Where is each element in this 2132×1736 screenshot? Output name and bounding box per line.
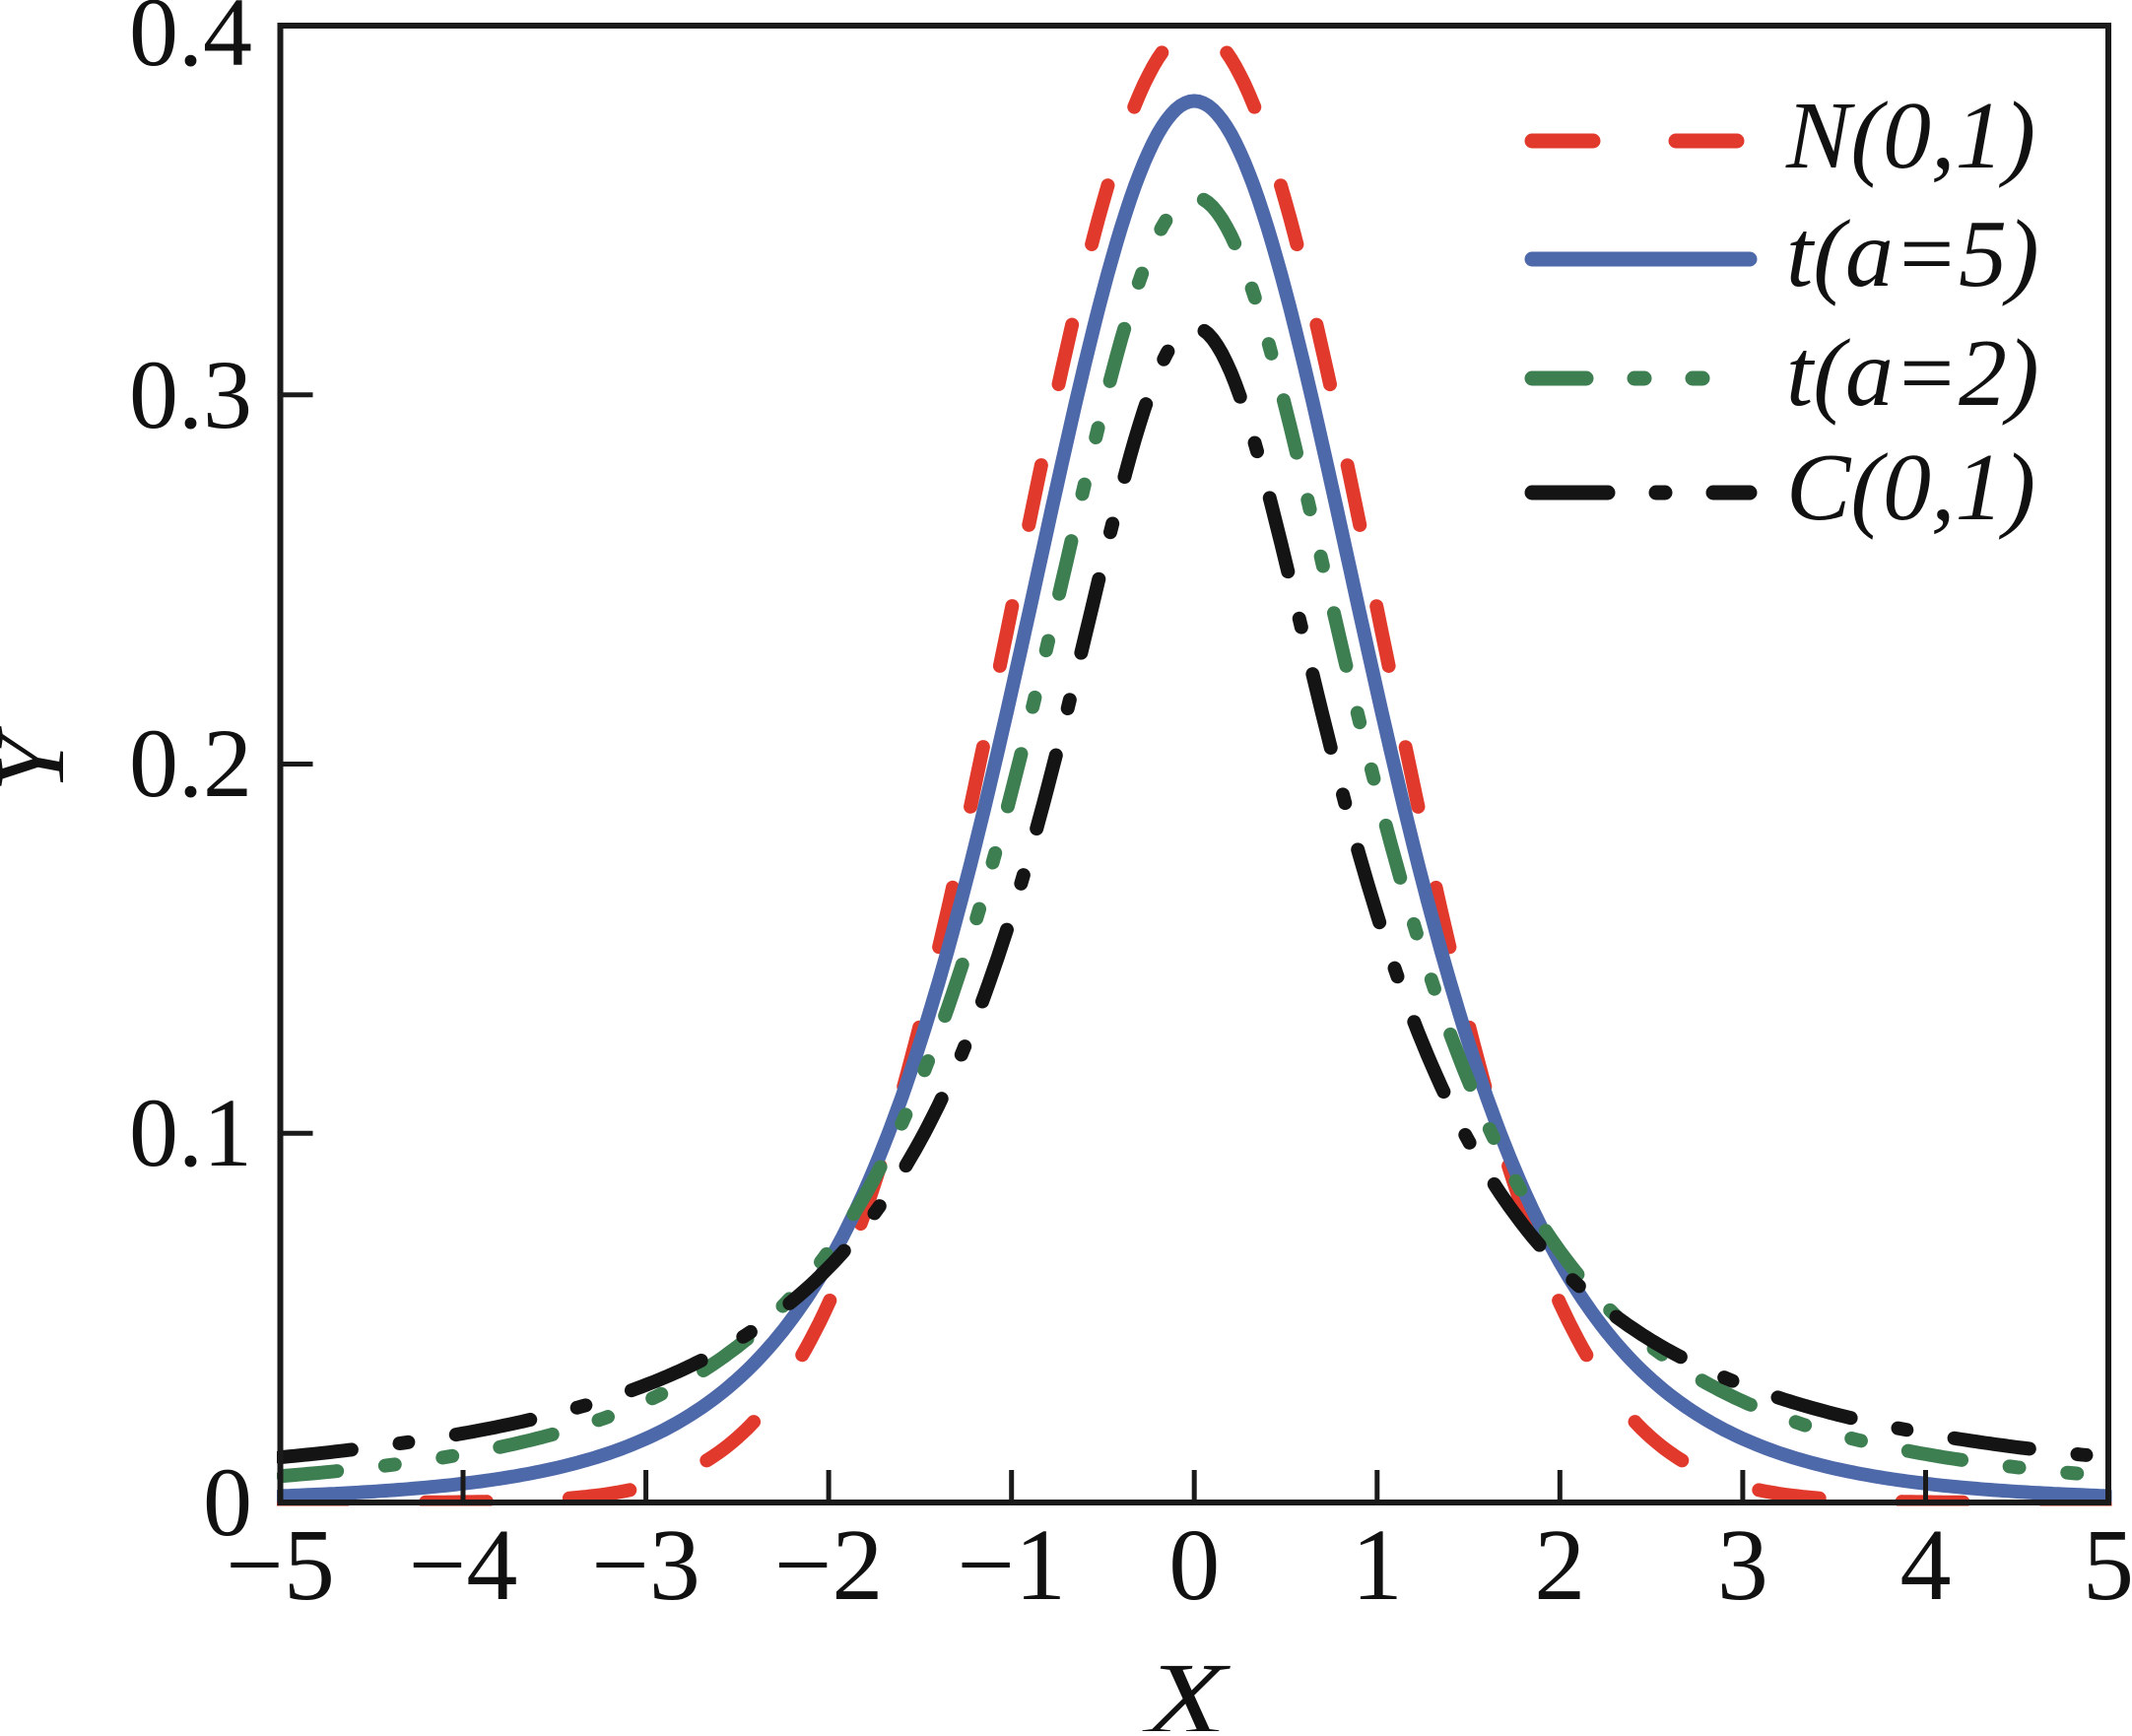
svg-text:0.4: 0.4 [129, 0, 252, 87]
svg-text:0: 0 [203, 1447, 252, 1557]
svg-text:Y: Y [0, 726, 86, 792]
svg-text:5: 5 [2083, 1508, 2132, 1622]
svg-text:0.2: 0.2 [129, 708, 252, 818]
svg-text:t(a=5): t(a=5) [1786, 201, 2039, 307]
svg-text:0.1: 0.1 [129, 1078, 252, 1187]
svg-text:3: 3 [1717, 1508, 1768, 1622]
svg-text:2: 2 [1534, 1508, 1585, 1622]
svg-text:N(0,1): N(0,1) [1785, 83, 2035, 189]
svg-text:0.3: 0.3 [129, 340, 252, 449]
svg-text:−4: −4 [409, 1508, 518, 1622]
svg-text:−2: −2 [774, 1508, 884, 1622]
svg-text:4: 4 [1900, 1508, 1952, 1622]
svg-text:C(0,1): C(0,1) [1786, 434, 2035, 541]
svg-text:X: X [1142, 1642, 1231, 1731]
svg-text:t(a=2): t(a=2) [1786, 320, 2039, 427]
svg-text:−3: −3 [591, 1508, 700, 1622]
svg-text:−1: −1 [957, 1508, 1066, 1622]
svg-text:−5: −5 [226, 1508, 335, 1622]
svg-text:0: 0 [1168, 1508, 1220, 1622]
svg-text:1: 1 [1352, 1508, 1403, 1622]
